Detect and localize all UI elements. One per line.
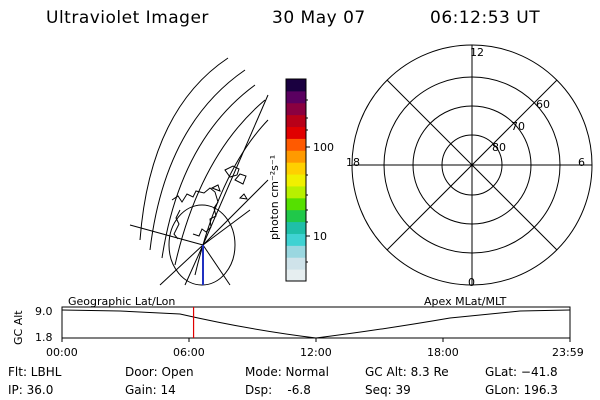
colorbar-segment (286, 245, 306, 258)
colorbar-segment (286, 162, 306, 175)
colorbar-segment (286, 126, 306, 139)
time-label: 06:12:53 UT (430, 8, 541, 28)
status-mode: Mode: Normal (245, 365, 329, 379)
timeline-y-bottom: 1.8 (35, 331, 53, 344)
colorbar-segment (286, 221, 306, 234)
status-glat: GLat: −41.8 (485, 365, 558, 379)
timeline-left-caption: Geographic Lat/Lon (68, 295, 176, 308)
status-gc-alt: GC Alt: 8.3 Re (365, 365, 449, 379)
colorbar-segment (286, 79, 306, 92)
timeline-tick-2: 12:00 (300, 346, 332, 359)
status-seq: Seq: 39 (365, 383, 411, 397)
timeline-y-top: 9.0 (35, 305, 53, 318)
colorbar-segment (286, 174, 306, 187)
instrument-title: Ultraviolet Imager (46, 8, 209, 28)
colorbar-tick-100: 100 (313, 141, 334, 154)
status-gain: Gain: 14 (125, 383, 176, 397)
ring-label-80: 80 (492, 141, 506, 154)
colorbar-segment (286, 90, 306, 104)
timeline-tick-4: 23:59 (552, 346, 584, 359)
polar-label-18: 18 (346, 156, 360, 169)
colorbar-segment (286, 114, 306, 128)
colorbar-segment (286, 185, 306, 199)
timeline-tick-1: 06:00 (173, 346, 205, 359)
polar-label-12: 12 (470, 46, 484, 59)
colorbar-segment (286, 197, 306, 211)
polar-label-6: 6 (578, 156, 585, 169)
colorbar-tick-10: 10 (313, 230, 327, 243)
status-ip: IP: 36.0 (8, 383, 54, 397)
timeline-tick-0: 00:00 (46, 346, 78, 359)
colorbar-segment (286, 138, 306, 151)
status-glon: GLon: 196.3 (485, 383, 558, 397)
colorbar-segment (286, 257, 306, 270)
colorbar-segment (286, 102, 306, 116)
colorbar-segment (286, 209, 306, 223)
status-filter: Flt: LBHL (8, 365, 62, 379)
colorbar-segment (286, 233, 306, 246)
colorbar-segment (286, 150, 306, 163)
date-label: 30 May 07 (272, 8, 366, 28)
colorbar-segment (286, 269, 306, 282)
status-door: Door: Open (125, 365, 194, 379)
ring-label-70: 70 (511, 120, 525, 133)
status-dsp: Dsp: -6.8 (245, 383, 311, 397)
timeline-tick-3: 18:00 (427, 346, 459, 359)
timeline-right-caption: Apex MLat/MLT (424, 295, 507, 308)
ring-label-60: 60 (536, 98, 550, 111)
polar-label-0: 0 (468, 276, 475, 289)
